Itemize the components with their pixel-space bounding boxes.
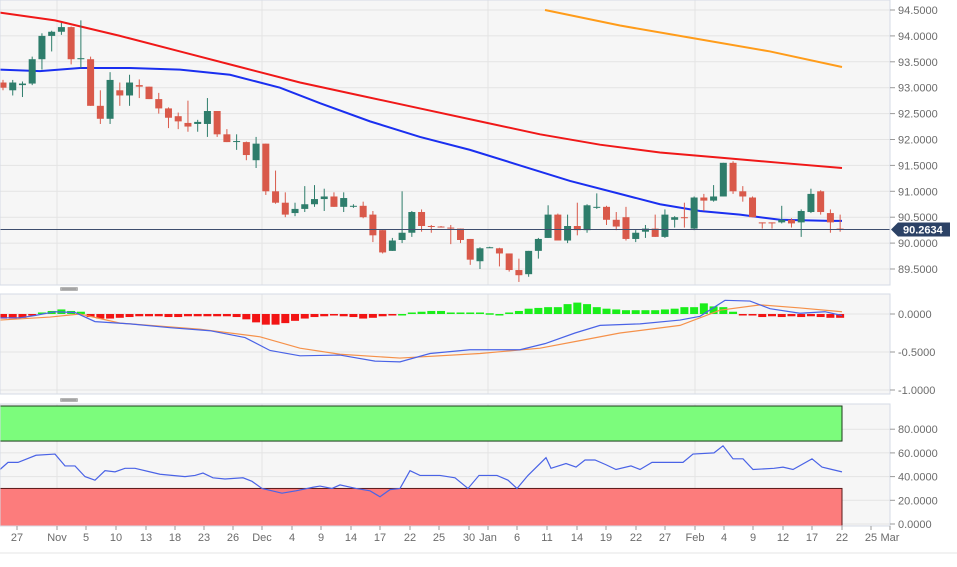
svg-text:94.5000: 94.5000 <box>898 5 938 17</box>
time-axis-label: 9 <box>750 532 756 544</box>
last-price-value: 90.2634 <box>903 224 944 236</box>
macd-lines <box>0 299 843 363</box>
time-axis-label: Nov <box>47 532 67 544</box>
svg-text:-1.0000: -1.0000 <box>898 385 935 397</box>
panel-resize-handle-macd[interactable] <box>60 287 78 291</box>
rsi-axis: 80.0000 60.0000 40.0000 20.0000 0.0000 <box>890 424 938 531</box>
time-axis-label: 19 <box>600 532 612 544</box>
last-price-label: 90.2634 <box>891 222 950 237</box>
time-axis-label: 30 <box>463 532 475 544</box>
rsi-line <box>0 444 843 498</box>
time-axis-label: 27 <box>659 532 671 544</box>
svg-text:0.0000: 0.0000 <box>898 309 932 321</box>
time-axis-label: 23 <box>198 532 210 544</box>
rsi-panel[interactable] <box>0 403 891 527</box>
time-axis-label: 22 <box>630 532 642 544</box>
panel-resize-handle-rsi[interactable] <box>60 398 78 402</box>
svg-text:80.0000: 80.0000 <box>898 424 938 436</box>
macd-histogram <box>0 302 845 325</box>
price-grid <box>0 0 891 285</box>
price-panel[interactable] <box>0 0 891 286</box>
time-axis-label: 14 <box>571 532 583 544</box>
time-axis-label: 22 <box>836 532 848 544</box>
time-axis-label: 17 <box>374 532 386 544</box>
svg-text:90.0000: 90.0000 <box>898 238 938 250</box>
last-price-tag <box>891 222 950 237</box>
time-axis-label: 12 <box>777 532 789 544</box>
svg-text:92.5000: 92.5000 <box>898 109 938 121</box>
price-axis: 94.5000 94.0000 93.5000 93.0000 92.5000 92.00… <box>890 5 938 276</box>
svg-text:40.0000: 40.0000 <box>898 472 938 484</box>
overbought-zone <box>0 405 843 442</box>
time-axis-label: 11 <box>541 532 552 544</box>
time-axis-label: 18 <box>169 532 181 544</box>
time-axis: 27 Nov 5 10 13 18 23 26 Dec 4 9 14 17 22 25 30 Jan 6 11 14 1… <box>11 526 900 544</box>
svg-text:91.0000: 91.0000 <box>898 186 938 198</box>
time-axis-label: Jan <box>479 532 497 544</box>
svg-text:93.0000: 93.0000 <box>898 83 938 95</box>
svg-text:90.5000: 90.5000 <box>898 212 938 224</box>
time-axis-label: 6 <box>514 532 520 544</box>
macd-panel[interactable] <box>0 293 891 395</box>
svg-text:94.0000: 94.0000 <box>898 31 938 43</box>
time-axis-label: 4 <box>721 532 727 544</box>
svg-text:93.5000: 93.5000 <box>898 57 938 69</box>
svg-text:91.5000: 91.5000 <box>898 160 938 172</box>
macd-axis: 0.0000 -0.5000 -1.0000 <box>890 309 935 397</box>
time-axis-label: 27 <box>11 532 23 544</box>
time-axis-label: 5 <box>83 532 89 544</box>
time-axis-label: 4 <box>289 532 295 544</box>
time-axis-label: 13 <box>140 532 152 544</box>
time-axis-label: 25 <box>433 532 445 544</box>
svg-text:92.0000: 92.0000 <box>898 135 938 147</box>
time-axis-label: 26 <box>227 532 239 544</box>
time-axis-label: Dec <box>252 532 272 544</box>
svg-text:20.0000: 20.0000 <box>898 495 938 507</box>
svg-text:89.5000: 89.5000 <box>898 264 938 276</box>
time-axis-label: 22 <box>404 532 416 544</box>
moving-averages <box>0 9 843 222</box>
time-axis-label: 14 <box>345 532 357 544</box>
time-axis-label: Feb <box>686 532 705 544</box>
time-axis-label: Mar <box>881 532 900 544</box>
svg-text:0.0000: 0.0000 <box>898 519 932 531</box>
svg-text:60.0000: 60.0000 <box>898 448 938 460</box>
time-axis-label: 9 <box>318 532 324 544</box>
svg-text:-0.5000: -0.5000 <box>898 347 935 359</box>
time-axis-label: 10 <box>110 532 122 544</box>
time-axis-label: 17 <box>806 532 818 544</box>
time-axis-label: 25 <box>865 532 877 544</box>
oversold-zone <box>0 487 843 527</box>
